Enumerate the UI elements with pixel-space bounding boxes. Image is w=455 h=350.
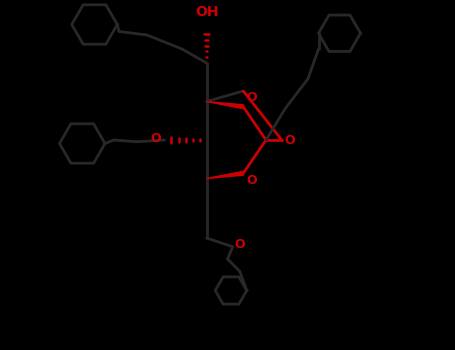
- Text: O: O: [234, 238, 245, 252]
- Text: OH: OH: [195, 5, 218, 19]
- Text: O: O: [150, 132, 161, 145]
- Polygon shape: [207, 172, 243, 178]
- Text: O: O: [284, 133, 295, 147]
- Text: O: O: [246, 91, 257, 104]
- Polygon shape: [207, 102, 243, 108]
- Text: O: O: [246, 174, 257, 187]
